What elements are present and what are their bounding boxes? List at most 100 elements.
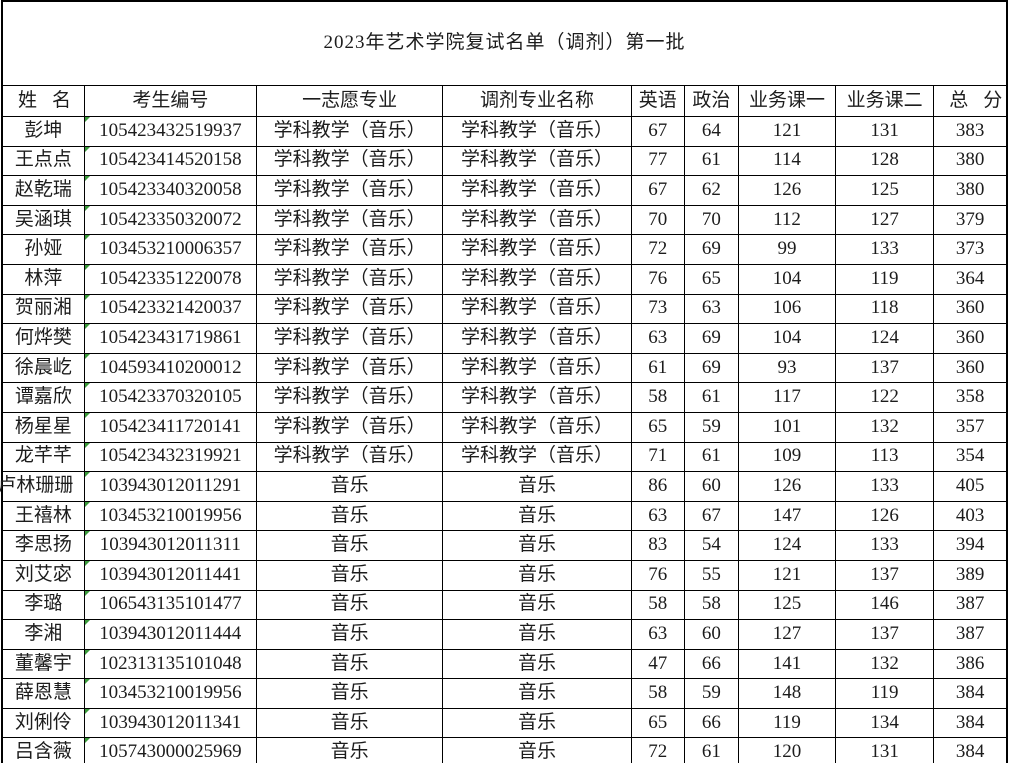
- cell-adjust-major: 音乐: [442, 530, 632, 561]
- cell-course1-score: 119: [737, 707, 837, 739]
- excel-text-flag-icon: [85, 383, 90, 389]
- candidate-id: 102313135101048: [99, 652, 242, 674]
- cell-politics-score: 64: [683, 116, 739, 147]
- cell-politics-score: 55: [683, 559, 739, 591]
- cell-course1-score: 104: [737, 263, 837, 295]
- cell-name: 杨星星: [1, 411, 85, 443]
- candidate-name: 李璐: [24, 593, 63, 615]
- cell-english-score: 67: [630, 116, 685, 147]
- cell-first-choice-major: 音乐: [255, 737, 444, 763]
- cell-total-score: 387: [933, 619, 1008, 650]
- cell-politics-score: 62: [683, 175, 739, 206]
- cell-name: 王点点: [1, 145, 85, 177]
- cell-politics-score: 66: [683, 648, 739, 680]
- cell-candidate-id: 105423431719861: [83, 323, 257, 354]
- candidate-id: 105423351220078: [99, 267, 242, 289]
- candidate-id: 105423432319921: [99, 445, 242, 467]
- excel-text-flag-icon: [85, 502, 90, 507]
- col-header-adjust-major: 调剂专业名称: [442, 85, 632, 117]
- cell-english-score: 58: [630, 589, 685, 621]
- cell-name: 彭坤: [1, 116, 85, 147]
- cell-name: 李璐: [1, 589, 85, 621]
- excel-text-flag-icon: [85, 650, 90, 655]
- candidate-id: 106543135101477: [99, 593, 242, 615]
- col-header-name: 姓名: [1, 85, 85, 117]
- cell-course1-score: 126: [737, 471, 837, 502]
- cell-first-choice-major: 学科教学（音乐）: [255, 263, 444, 295]
- cell-politics-score: 69: [683, 234, 739, 265]
- cell-course2-score: 122: [835, 382, 935, 413]
- cell-candidate-id: 104593410200012: [83, 352, 257, 384]
- cell-adjust-major: 学科教学（音乐）: [442, 263, 632, 295]
- cell-adjust-major: 音乐: [442, 559, 632, 591]
- cell-english-score: 65: [630, 707, 685, 739]
- candidate-name: 刘艾宓: [14, 563, 72, 585]
- cell-adjust-major: 音乐: [442, 707, 632, 739]
- candidate-name: 徐晨屹: [14, 356, 72, 378]
- candidate-name: 王禧林: [14, 504, 72, 526]
- candidate-name: 孙娅: [24, 238, 63, 260]
- candidate-id: 103943012011444: [99, 622, 242, 644]
- cell-adjust-major: 学科教学（音乐）: [442, 145, 632, 177]
- cell-total-score: 357: [933, 411, 1008, 443]
- cell-politics-score: 66: [683, 707, 739, 739]
- cell-adjust-major: 音乐: [442, 678, 632, 709]
- cell-first-choice-major: 学科教学（音乐）: [255, 204, 444, 236]
- cell-adjust-major: 学科教学（音乐）: [442, 323, 632, 354]
- cell-name: 贺丽湘: [1, 293, 85, 325]
- table-row: 李湘 103943012011444 音乐 音乐 63 60 127 137 3…: [1, 619, 1008, 650]
- cell-course2-score: 118: [835, 293, 935, 325]
- cell-candidate-id: 105423432519937: [83, 116, 257, 147]
- cell-name: 赵乾瑞: [1, 175, 85, 206]
- candidate-name: 谭嘉欣: [14, 386, 72, 408]
- cell-course1-score: 117: [737, 382, 837, 413]
- cell-first-choice-major: 学科教学（音乐）: [255, 441, 444, 473]
- table-row: 王点点 105423414520158 学科教学（音乐） 学科教学（音乐） 77…: [1, 145, 1008, 177]
- cell-course1-score: 126: [737, 175, 837, 206]
- table-row: 彭坤 105423432519937 学科教学（音乐） 学科教学（音乐） 67 …: [1, 116, 1008, 147]
- cell-course2-score: 132: [835, 648, 935, 680]
- candidate-name: 吴涵琪: [14, 208, 72, 230]
- cell-politics-score: 60: [683, 619, 739, 650]
- cell-course2-score: 133: [835, 471, 935, 502]
- cell-course2-score: 128: [835, 145, 935, 177]
- candidate-name: 董馨宇: [14, 652, 72, 674]
- table-row: 赵乾瑞 105423340320058 学科教学（音乐） 学科教学（音乐） 67…: [1, 175, 1008, 206]
- cell-course1-score: 106: [737, 293, 837, 325]
- excel-text-flag-icon: [85, 531, 90, 537]
- cell-course1-score: 121: [737, 559, 837, 591]
- candidate-id: 105423432519937: [99, 119, 242, 141]
- cell-politics-score: 69: [683, 352, 739, 384]
- cell-name: 吕含薇: [1, 737, 85, 763]
- cell-total-score: 380: [933, 175, 1008, 206]
- cell-course2-score: 119: [835, 263, 935, 295]
- table-body: 彭坤 105423432519937 学科教学（音乐） 学科教学（音乐） 67 …: [0, 116, 1008, 763]
- cell-total-score: 405: [933, 471, 1008, 502]
- cell-adjust-major: 学科教学（音乐）: [442, 411, 632, 443]
- table-row: 卢林珊珊 103943012011291 音乐 音乐 86 60 126 133…: [0, 471, 1008, 502]
- cell-english-score: 76: [630, 263, 685, 295]
- cell-total-score: 380: [933, 145, 1008, 177]
- cell-english-score: 76: [630, 559, 685, 591]
- cell-english-score: 71: [630, 441, 685, 473]
- cell-name: 吴涵琪: [1, 204, 85, 236]
- excel-text-flag-icon: [85, 738, 90, 744]
- candidate-id: 103943012011291: [99, 474, 242, 496]
- excel-text-flag-icon: [85, 472, 90, 478]
- table-row: 李璐 106543135101477 音乐 音乐 58 58 125 146 3…: [1, 589, 1008, 621]
- cell-first-choice-major: 音乐: [255, 530, 444, 561]
- cell-course1-score: 114: [737, 145, 837, 177]
- cell-course2-score: 126: [835, 500, 935, 532]
- cell-total-score: 354: [933, 441, 1008, 473]
- cell-english-score: 65: [630, 411, 685, 443]
- cell-politics-score: 61: [683, 145, 739, 177]
- candidate-id: 103453210019956: [99, 682, 242, 704]
- cell-name: 董馨宇: [1, 648, 85, 680]
- candidate-id: 103453210006357: [99, 238, 242, 260]
- cell-name: 王禧林: [1, 500, 85, 532]
- table-row: 龙芊芊 105423432319921 学科教学（音乐） 学科教学（音乐） 71…: [1, 441, 1008, 473]
- cell-first-choice-major: 音乐: [255, 619, 444, 650]
- cell-name: 龙芊芊: [1, 441, 85, 473]
- cell-politics-score: 60: [683, 471, 739, 502]
- cell-english-score: 67: [630, 175, 685, 206]
